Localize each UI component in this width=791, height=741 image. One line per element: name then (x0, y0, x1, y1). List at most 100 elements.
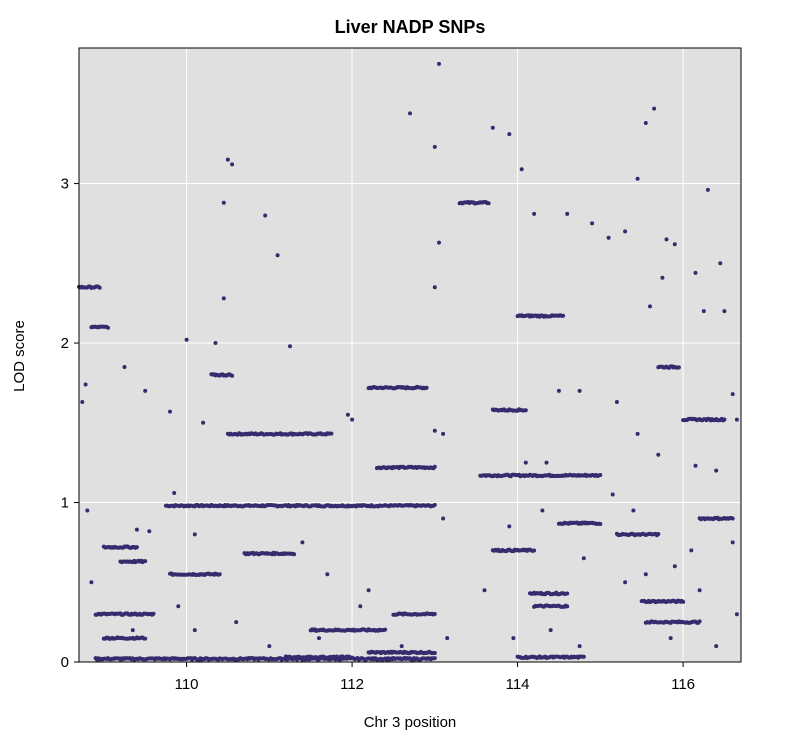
snp-point (217, 572, 222, 577)
snp-point (288, 344, 292, 349)
snp-point (122, 365, 127, 369)
snp-point (544, 460, 549, 465)
snp-point (184, 337, 189, 342)
snp-point (693, 270, 698, 275)
snp-point (134, 545, 139, 550)
snp-point (230, 162, 235, 167)
snp-point (722, 309, 727, 314)
snp-point (85, 508, 90, 513)
snp-point (89, 580, 94, 585)
x-axis-label: Chr 3 position (364, 714, 457, 731)
snp-point (523, 408, 528, 413)
snp-point (614, 400, 619, 404)
snp-point (540, 508, 545, 513)
snp-point (399, 644, 404, 649)
snp-point (230, 373, 235, 378)
x-tick-label: 110 (175, 676, 199, 693)
snp-point (676, 365, 681, 370)
snp-point (106, 325, 110, 330)
snp-point (437, 61, 441, 66)
snp-point (556, 388, 561, 393)
snp-point (437, 240, 441, 245)
snp-point (581, 556, 586, 561)
snp-point (329, 431, 334, 436)
snp-point (80, 400, 85, 404)
snp-point (693, 463, 698, 468)
snp-point (701, 309, 706, 314)
y-tick-label: 1 (61, 495, 69, 512)
snp-point (730, 516, 735, 521)
snp-point (523, 460, 528, 465)
snp-point (714, 644, 719, 649)
snp-point (176, 604, 181, 609)
snp-point (424, 385, 429, 390)
snp-point (610, 492, 615, 497)
snp-point (275, 253, 280, 258)
snp-point (598, 522, 603, 526)
snp-point (83, 382, 88, 387)
snp-point (345, 412, 350, 417)
snp-point (623, 229, 628, 234)
snp-point (490, 125, 495, 130)
snp-point (656, 452, 661, 457)
snp-point (652, 106, 657, 111)
snp-point (606, 235, 611, 240)
snp-point (697, 588, 702, 593)
snp-point (482, 588, 487, 593)
snp-point (168, 409, 172, 414)
snp-point (548, 628, 553, 633)
snp-point (631, 508, 636, 513)
snp-point (143, 559, 148, 564)
snp-point (263, 213, 268, 218)
snp-point (697, 619, 702, 624)
y-tick-label: 3 (61, 176, 69, 193)
snp-point (590, 221, 595, 226)
snp-point (648, 304, 652, 309)
snp-point (660, 275, 665, 280)
snp-point (221, 200, 226, 205)
snp-point (213, 341, 218, 345)
snp-point (664, 237, 669, 242)
chart-title: Liver NADP SNPs (335, 17, 486, 37)
snp-point (734, 612, 739, 617)
snp-point (432, 612, 437, 616)
snp-point (432, 428, 437, 433)
x-tick-label: 114 (506, 676, 530, 693)
x-tick-label: 116 (671, 676, 695, 693)
snp-point (441, 431, 446, 436)
plot-frame (78, 47, 742, 663)
snp-point (730, 540, 735, 545)
snp-point (577, 644, 582, 649)
snp-point (623, 580, 628, 585)
snp-point (643, 121, 648, 125)
snp-point (565, 604, 570, 609)
y-tick-label: 0 (61, 654, 69, 671)
snp-point (143, 636, 148, 641)
snp-point (192, 532, 197, 537)
snp-point (317, 636, 321, 641)
snp-point (366, 588, 371, 593)
snp-point (267, 644, 272, 649)
snp-point (350, 417, 355, 422)
snp-point (730, 392, 735, 397)
snp-point (532, 548, 537, 553)
snp-point (201, 420, 206, 425)
snp-point (689, 548, 694, 553)
snp-point (643, 572, 648, 577)
snp-point (519, 167, 524, 172)
snp-point (300, 540, 305, 545)
snp-point (432, 285, 437, 290)
plot-background (79, 48, 741, 662)
snp-point (221, 296, 226, 301)
snp-point (507, 132, 512, 137)
snp-point (565, 211, 570, 216)
snp-point (408, 111, 412, 116)
snp-point (97, 285, 102, 290)
snp-point (672, 564, 677, 569)
snp-point (441, 516, 446, 521)
snp-point (672, 242, 677, 247)
snp-point (358, 604, 363, 609)
snp-point (432, 464, 437, 469)
snp-point (130, 628, 135, 633)
